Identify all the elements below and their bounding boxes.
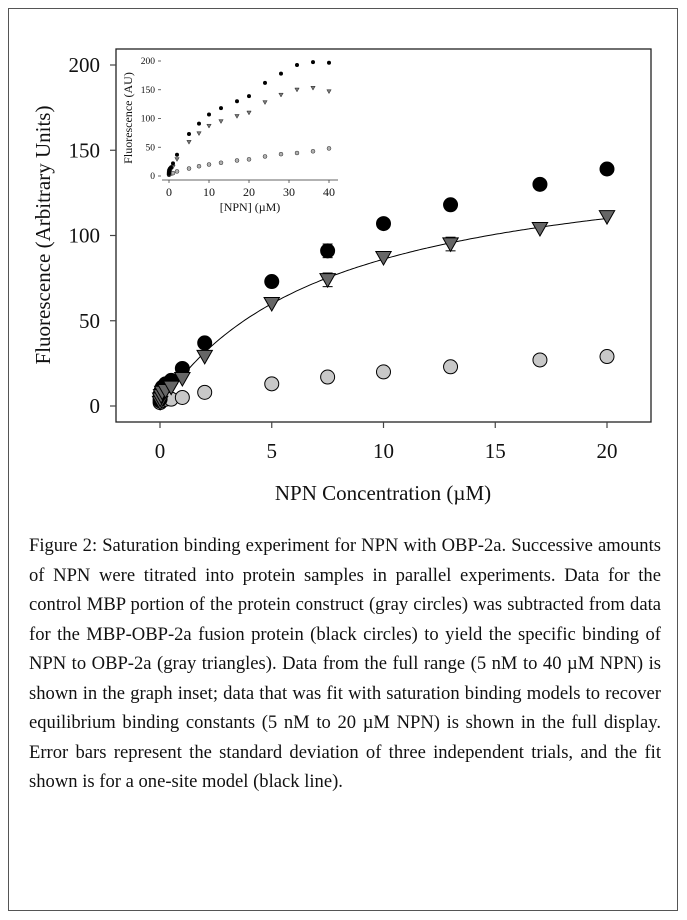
main-x-tick-label: 0 (155, 439, 166, 463)
data-point-gray-triangle (374, 251, 393, 266)
inset-data-point-gray-triangle (326, 89, 332, 94)
inset-data-point-gray-circle (310, 149, 316, 154)
main-y-tick-label: 100 (69, 224, 101, 248)
data-point-gray-circle (376, 364, 391, 380)
inset-data-point-gray-triangle (278, 92, 284, 98)
inset-data-point-gray-circle (294, 150, 300, 156)
inset-data-point-gray-circle (246, 157, 252, 162)
main-x-tick-label: 5 (267, 439, 278, 463)
inset-data-point-gray-triangle (310, 86, 316, 91)
inset-data-point-black-circle (187, 132, 191, 137)
inset-y-tick-label: 100 (141, 115, 156, 125)
main-x-tick-label: 15 (485, 439, 506, 463)
data-point-gray-triangle (598, 210, 616, 226)
data-point-black-circle (599, 161, 615, 177)
main-y-axis-label: Fluorescence (Arbitrary Units) (31, 106, 55, 365)
inset-plot: 0 10 20 30 40 0 50 100 150 200 [NPN] (µM) Fluores… (121, 51, 346, 214)
inset-data-point-black-circle (279, 71, 283, 76)
inset-data-point-gray-circle (326, 146, 332, 151)
inset-x-tick-label: 0 (166, 185, 172, 199)
inset-data-point-gray-circle (218, 160, 224, 165)
inset-data-point-gray-triangle (262, 100, 268, 105)
caption-text: Saturation binding experiment for NPN wi… (29, 535, 661, 792)
data-point-gray-circle (532, 352, 548, 368)
inset-data-point-black-circle (219, 106, 223, 111)
inset-y-tick-label: 0 (150, 172, 155, 182)
data-point-gray-circle (599, 349, 615, 365)
data-point-black-circle (443, 197, 459, 213)
main-x-tick-label: 10 (373, 439, 394, 463)
inset-y-tick-label: 150 (141, 86, 156, 96)
inset-data-point-gray-circle (186, 166, 192, 171)
inset-data-point-gray-circle (234, 158, 240, 163)
inset-data-point-black-circle (197, 121, 201, 126)
inset-data-point-black-circle (175, 152, 179, 157)
inset-data-point-gray-circle (170, 170, 176, 176)
inset-data-point-gray-circle (174, 169, 180, 174)
data-point-gray-circle (197, 384, 213, 400)
inset-x-tick-label: 40 (323, 185, 335, 199)
inset-data-point-black-circle (171, 161, 175, 166)
data-point-gray-triangle (263, 297, 281, 313)
inset-data-point-gray-triangle (294, 87, 300, 93)
inset-background (156, 51, 346, 211)
main-y-tick-label: 150 (69, 138, 101, 162)
inset-data-point-gray-triangle (206, 124, 212, 129)
data-point-gray-triangle (173, 372, 191, 388)
data-point-gray-circle (443, 359, 459, 375)
inset-data-point-black-circle (311, 60, 315, 65)
data-point-black-circle (264, 274, 280, 290)
inset-data-point-gray-circle (278, 151, 284, 157)
inset-data-point-gray-triangle (234, 114, 240, 119)
main-y-tick-label: 50 (79, 309, 100, 333)
data-point-black-circle (197, 335, 213, 351)
inset-data-point-black-circle (235, 99, 239, 104)
inset-x-tick-label: 30 (283, 185, 295, 199)
inset-data-point-gray-circle (262, 154, 268, 159)
main-y-tick-label: 200 (69, 53, 101, 77)
inset-data-point-gray-triangle (218, 119, 224, 124)
data-point-gray-circle (320, 369, 336, 385)
data-point-black-circle (376, 216, 391, 232)
inset-data-point-gray-circle (206, 162, 212, 167)
inset-y-tick-label: 50 (146, 143, 156, 153)
main-x-tick-label: 20 (597, 439, 618, 463)
inset-x-tick-label: 10 (203, 185, 215, 199)
inset-data-point-black-circle (327, 60, 331, 65)
figure-border (8, 8, 678, 911)
inset-x-axis-label: [NPN] (µM) (220, 200, 281, 214)
data-point-gray-triangle (531, 222, 549, 238)
inset-y-axis-label: Fluorescence (AU) (121, 72, 135, 164)
data-point-gray-circle (174, 389, 190, 405)
inset-data-point-gray-circle (196, 164, 202, 169)
inset-data-point-black-circle (169, 165, 173, 170)
main-y-tick-label: 0 (90, 394, 101, 418)
data-point-gray-circle (264, 376, 280, 392)
inset-x-tick-label: 20 (243, 185, 255, 199)
data-point-gray-triangle (441, 237, 460, 253)
caption-label: Figure 2: (29, 535, 98, 556)
inset-data-point-gray-triangle (196, 131, 202, 136)
data-point-black-circle (320, 243, 336, 259)
inset-y-tick-label: 200 (141, 57, 156, 67)
data-point-gray-triangle (319, 273, 337, 289)
inset-data-point-gray-triangle (246, 110, 252, 116)
data-point-gray-triangle (162, 380, 180, 396)
inset-data-point-black-circle (207, 112, 211, 117)
inset-data-point-black-circle (247, 94, 251, 99)
inset-data-point-black-circle (295, 63, 299, 68)
inset-data-point-black-circle (263, 80, 267, 85)
inset-data-point-gray-triangle (186, 140, 192, 145)
figure-caption: Figure 2: Saturation binding experiment … (29, 531, 661, 797)
data-point-gray-triangle (196, 349, 214, 365)
data-point-black-circle (532, 176, 548, 192)
main-x-axis-label: NPN Concentration (µM) (275, 481, 491, 505)
inset-data-point-gray-triangle (174, 157, 180, 162)
